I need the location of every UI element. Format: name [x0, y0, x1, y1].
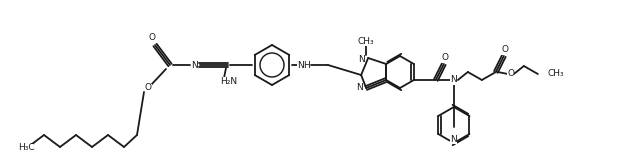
Text: N: N [358, 54, 365, 63]
Text: CH₃: CH₃ [358, 37, 374, 46]
Text: H: H [303, 61, 309, 70]
Text: CH₃: CH₃ [548, 70, 565, 79]
Text: H₂N: H₂N [220, 76, 237, 85]
Text: O: O [148, 33, 155, 42]
Text: O: O [507, 70, 514, 79]
Text: O: O [441, 53, 449, 62]
Text: N: N [357, 82, 363, 92]
Text: N: N [451, 135, 457, 144]
Text: O: O [502, 45, 509, 54]
Text: N: N [297, 61, 304, 70]
Text: N: N [451, 75, 457, 84]
Text: H₃C: H₃C [18, 144, 35, 153]
Text: O: O [144, 83, 151, 92]
Text: N: N [192, 61, 198, 70]
